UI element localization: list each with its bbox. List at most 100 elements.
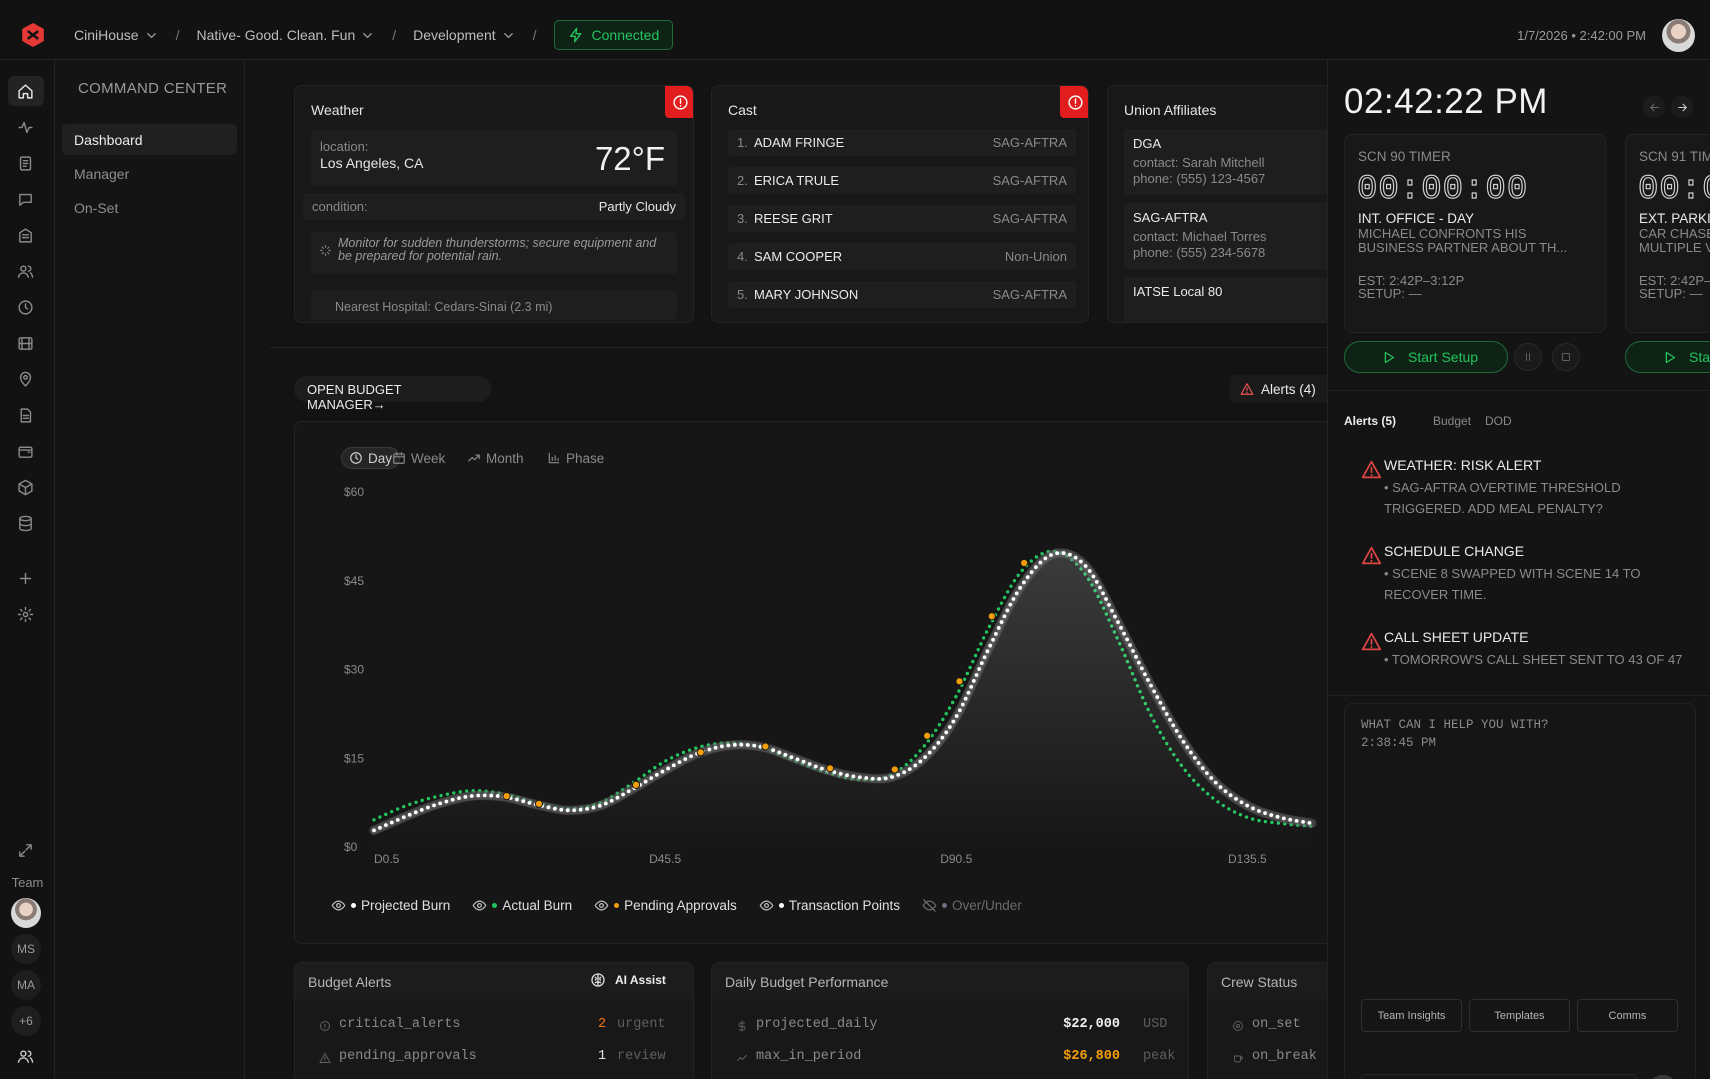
- shortcut-button[interactable]: Comms: [1577, 999, 1678, 1032]
- cast-row[interactable]: 1. ADAM FRINGE SAG-AFTRA: [728, 129, 1076, 156]
- icon-shape: [1562, 353, 1570, 361]
- icon-shape: [17, 265, 34, 278]
- scene-heading: INT. OFFICE - DAY: [1358, 211, 1475, 226]
- start-setup-button[interactable]: Start Setup: [1625, 341, 1710, 373]
- range-tab[interactable]: Month: [460, 447, 531, 469]
- nav-icon: [18, 479, 33, 496]
- icon: [1067, 94, 1083, 110]
- cast-number: 4.: [737, 249, 748, 264]
- member-avatar[interactable]: MA: [11, 970, 41, 1000]
- breadcrumbs: CiniHouse / Native- Good. Clean. Fun / Devel…: [74, 20, 674, 50]
- panel-tab[interactable]: Alerts (5): [1344, 414, 1397, 428]
- icon-shape: [320, 1021, 330, 1031]
- icon: [146, 32, 156, 38]
- icon-shape: [22, 414, 30, 420]
- advisory-text: Monitor for sudden thunderstorms; secure…: [338, 236, 657, 263]
- ai-assist-button[interactable]: AI Assist: [590, 972, 666, 988]
- cast-row[interactable]: 3. REESE GRIT SAG-AFTRA: [728, 205, 1076, 232]
- legend-item[interactable]: Actual Burn: [472, 898, 572, 913]
- start-setup-button[interactable]: Start Setup: [1344, 341, 1508, 373]
- icon: [1384, 351, 1395, 363]
- hospital-text: Nearest Hospital: Cedars-Sinai (2.3 mi): [335, 300, 553, 314]
- icon: [1526, 353, 1530, 361]
- user-avatar[interactable]: [1662, 19, 1695, 52]
- add-icon: [19, 572, 32, 585]
- scene-setup: SETUP: —: [1358, 286, 1422, 301]
- scene-nav-button[interactable]: [1671, 96, 1693, 118]
- card-title: Weather: [311, 102, 364, 118]
- icon-shape: [1384, 351, 1395, 363]
- scene-nav-button[interactable]: [1643, 96, 1665, 118]
- union-name: IATSE Local 80: [1133, 284, 1223, 299]
- shortcut-button[interactable]: Templates: [1469, 999, 1570, 1032]
- scene-card: SCN 91 TIMER 00:00:00 EXT. PARKING LOT - D…: [1625, 134, 1710, 333]
- nav-item[interactable]: On-Set: [74, 200, 119, 216]
- cast-row[interactable]: 5. MARY JOHNSON SAG-AFTRA: [728, 281, 1076, 308]
- icon-shape: [594, 900, 609, 910]
- open-budget-button[interactable]: OPEN BUDGET MANAGER→: [294, 376, 491, 412]
- panel-tab[interactable]: DOD: [1485, 414, 1512, 428]
- legend-item[interactable]: Over/Under: [922, 898, 1022, 913]
- icon-shape: [22, 159, 29, 168]
- range-tab[interactable]: Week: [385, 447, 452, 469]
- card-title: Union Affiliates: [1124, 102, 1217, 118]
- union-item: IATSE Local 80: [1124, 277, 1347, 322]
- legend-item[interactable]: Transaction Points: [759, 898, 900, 913]
- nav-item[interactable]: Dashboard: [62, 124, 237, 155]
- nav-icon: [19, 193, 32, 206]
- alerts-button-label: Alerts (4): [1261, 381, 1316, 397]
- breadcrumb-item[interactable]: Development: [413, 27, 516, 43]
- alerts-button[interactable]: Alerts (4): [1230, 375, 1330, 403]
- cast-union: SAG-AFTRA: [992, 287, 1067, 302]
- timer-control[interactable]: [1514, 343, 1542, 371]
- alert-body: • TOMORROW'S CALL SHEET SENT TO 43 OF 47: [1384, 652, 1683, 667]
- nav-icon: [18, 84, 33, 99]
- timer-control[interactable]: [1552, 343, 1580, 371]
- icon-shape: [18, 483, 33, 496]
- team-icon: [17, 1050, 34, 1063]
- range-label: Month: [486, 450, 524, 466]
- member-avatar[interactable]: MS: [11, 934, 41, 964]
- icon-shape: [320, 245, 331, 256]
- member-avatar[interactable]: +6: [11, 1006, 41, 1036]
- legend-item[interactable]: Projected Burn: [331, 898, 450, 913]
- team-label: Team: [11, 875, 44, 890]
- connection-status[interactable]: Connected: [553, 20, 674, 50]
- metric-key: critical_alerts: [339, 1017, 461, 1032]
- top-bar: CiniHouse / Native- Good. Clean. Fun / Devel…: [0, 0, 1710, 60]
- send-button[interactable]: [1648, 1075, 1678, 1079]
- icon: [737, 1055, 747, 1061]
- cast-row[interactable]: 4. SAM COOPER Non-Union: [728, 243, 1076, 270]
- breadcrumb-item[interactable]: Native- Good. Clean. Fun: [196, 27, 375, 43]
- nav-item[interactable]: Manager: [74, 166, 130, 182]
- breadcrumb-item[interactable]: CiniHouse: [74, 27, 159, 43]
- nav-icon: [17, 265, 34, 278]
- icon-shape: [24, 303, 29, 310]
- right-panel: 02:42:22 PM SCN 90 TIMER 00:00:00 INT. OFFI…: [1327, 60, 1710, 1079]
- cast-row[interactable]: 2. ERICA TRULE SAG-AFTRA: [728, 167, 1076, 194]
- metric-value: $26,800: [1063, 1049, 1120, 1064]
- nav-icon: [18, 446, 33, 458]
- shortcut-button[interactable]: Team Insights: [1361, 999, 1462, 1032]
- message-input[interactable]: MESSAGE: [1361, 1074, 1637, 1079]
- alert-badge[interactable]: [1060, 86, 1088, 118]
- icon: [591, 973, 605, 987]
- panel-tab[interactable]: Budget: [1433, 414, 1472, 428]
- icon-shape: [331, 900, 346, 910]
- range-tab[interactable]: Phase: [540, 447, 611, 469]
- datetime: 1/7/2026 • 2:42:00 PM: [1517, 28, 1646, 43]
- icon-shape: [1649, 103, 1659, 111]
- team-avatar[interactable]: [11, 898, 41, 928]
- icon: [548, 452, 560, 464]
- alert-badge[interactable]: [665, 86, 693, 118]
- icon-shape: [737, 1055, 747, 1061]
- range-tab[interactable]: Day: [341, 447, 401, 469]
- assistant-prompt: WHAT CAN I HELP YOU WITH?: [1361, 718, 1549, 732]
- legend-item[interactable]: Pending Approvals: [594, 898, 737, 913]
- icon: [472, 900, 487, 910]
- cast-union: SAG-AFTRA: [992, 173, 1067, 188]
- scene-est: EST: 2:42P–3:12P: [1358, 273, 1465, 288]
- icon: [319, 1053, 331, 1063]
- nav-icon: [18, 121, 33, 134]
- scene-card: SCN 90 TIMER 00:00:00 INT. OFFICE - DAY MIC…: [1344, 134, 1606, 333]
